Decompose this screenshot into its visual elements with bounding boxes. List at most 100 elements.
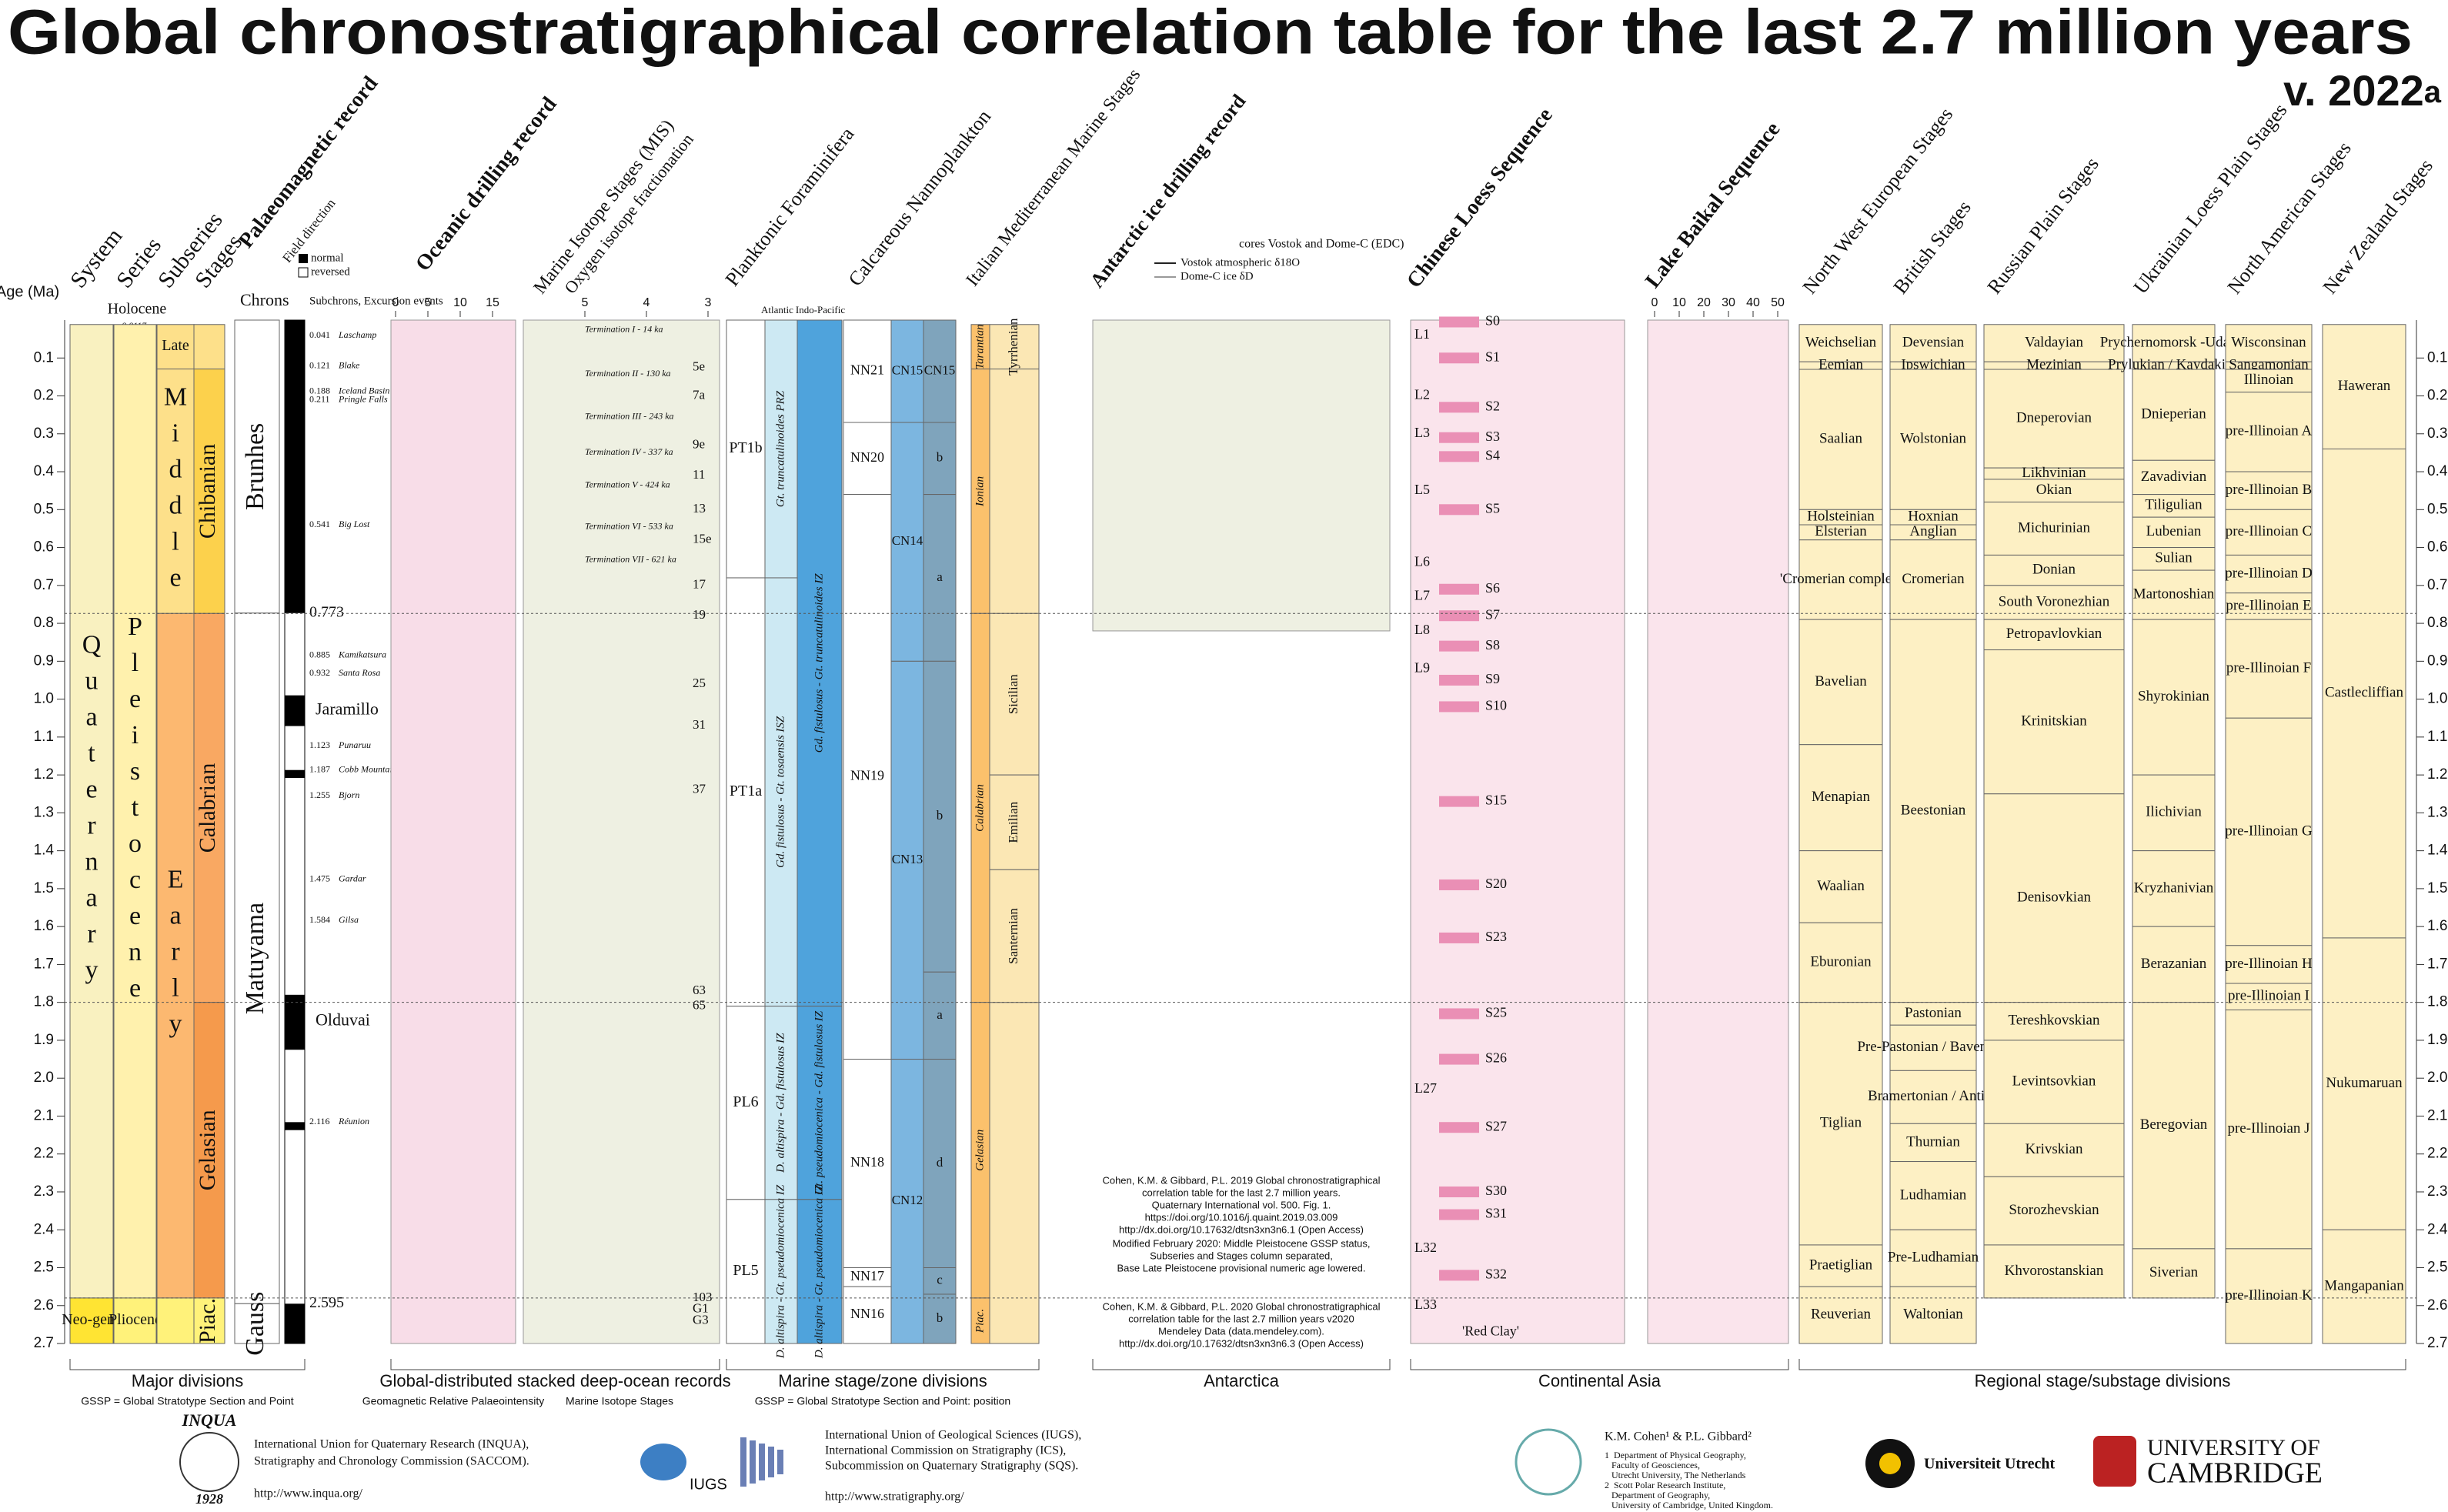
russian-stage (1983, 1123, 2125, 1177)
nw-europe-stage-label: Eemian (1818, 356, 1864, 372)
nanno-nn-label: NN16 (850, 1306, 884, 1321)
scale-tick-label: 3 (705, 296, 712, 309)
citation-line: Modified February 2020: Middle Pleistoce… (1112, 1237, 1370, 1249)
geomag-panel (390, 319, 516, 1344)
british-stage-label: Hoxnian (1908, 509, 1959, 525)
nw-europe-stage (1798, 324, 1883, 362)
scale-tick-label: 10 (1672, 296, 1686, 309)
chron-label: Gauss (241, 1292, 269, 1356)
stage-late (193, 324, 225, 370)
palaeosol-bar (1439, 932, 1479, 943)
scale-tick-label: 0 (1651, 296, 1658, 309)
palaeosol-bar (1439, 1053, 1479, 1065)
nw-europe-stage-label: Saalian (1819, 431, 1862, 447)
age-tick-label: 1.5 (34, 880, 54, 896)
age-tick-label-right: 0.3 (2427, 426, 2447, 442)
ukrainian-stage-label: Ilichivian (2146, 804, 2202, 820)
group-label: Regional stage/substage divisions (1975, 1371, 2231, 1390)
new-zealand-stage-label: Mangapanian (2324, 1277, 2404, 1293)
mis-label: 65 (693, 998, 706, 1013)
sub-header: Atlantic (761, 304, 793, 315)
palaeosol-bar (1439, 1122, 1479, 1133)
nw-europe-stage (1798, 922, 1883, 1003)
british-stage-label: Waltonian (1903, 1306, 1963, 1322)
termination: Termination III - 243 ka (585, 410, 674, 421)
subseries-pliocene (156, 1297, 195, 1344)
event-name: Iceland Basin (338, 385, 389, 396)
nanno-nn-label: NN17 (850, 1268, 884, 1283)
event-name: Laschamp (338, 329, 376, 340)
stage (193, 1297, 225, 1344)
italian-stage (970, 1297, 990, 1344)
russian-stage (1983, 1002, 2125, 1041)
age-tick-label-right: 0.5 (2427, 501, 2447, 517)
age-tick-label: 0.3 (34, 426, 54, 442)
red-clay: 'Red Clay' (1462, 1323, 1519, 1338)
new-zealand-stage (2322, 1229, 2406, 1344)
age-tick-label-right: 0.6 (2427, 539, 2447, 556)
subchron-name: Jaramillo (316, 699, 379, 718)
ukrainian-stage-label: Martonoshian (2133, 586, 2215, 602)
nanno-cn (890, 319, 924, 423)
ukrainian-stage-label: Dnieperian (2141, 406, 2206, 422)
group-bracket (726, 1359, 1040, 1370)
nw-europe-stage (1798, 539, 1883, 620)
ukrainian-stage-label: Sulian (2155, 550, 2193, 566)
age-tick-label-right: 0.4 (2427, 463, 2448, 479)
group-bracket (69, 1359, 306, 1370)
scale-tick-label: 4 (643, 296, 650, 309)
north-american-stage (2225, 619, 2313, 719)
subseries-label: Late (162, 337, 189, 354)
chron (234, 1303, 280, 1344)
event-age: 0.041 (309, 329, 330, 340)
nanno-cn (890, 422, 924, 662)
italian-substage (989, 774, 1040, 870)
italian-substage-label: Tyrrhenian (1006, 318, 1020, 375)
loess-label: L8 (1414, 622, 1430, 637)
age-tick-label: 1.0 (34, 691, 54, 707)
stage-label: Piac. (195, 1298, 220, 1343)
nanno-nn (843, 319, 892, 423)
normal-polarity (285, 994, 305, 1050)
subseries (156, 369, 195, 614)
citation-line: Cohen, K.M. & Gibbard, P.L. 2019 Global … (1102, 1174, 1380, 1186)
russian-stage-label: Donian (2032, 561, 2076, 577)
north-american-stage-label: pre-Illinoian F (2226, 660, 2311, 676)
mis-label: 17 (693, 577, 706, 592)
russian-stage-label: Likhvinian (2022, 465, 2086, 481)
ukrainian-stage (2132, 774, 2216, 852)
age-tick-label-right: 2.2 (2427, 1146, 2447, 1162)
citation-line: Subseries and Stages column separated, (1150, 1250, 1333, 1261)
age-tick-label-right: 1.3 (2427, 804, 2447, 820)
age-tick-label-right: 0.1 (2427, 349, 2447, 365)
age-tick-label-right: 0.8 (2427, 615, 2447, 631)
nanno-nn-label: NN19 (850, 768, 884, 783)
palaeosol-bar (1439, 402, 1479, 413)
palaeosol-bar (1439, 674, 1479, 686)
age-tick-label-right: 0.7 (2427, 577, 2447, 593)
british-stage (1889, 1070, 1977, 1124)
chron-boundary-label: 0.773 (309, 603, 344, 620)
italian-stage-label: Tarantian (974, 324, 986, 369)
mis-label: 15e (693, 532, 712, 546)
affiliation: Department of Geography, (1605, 1490, 1710, 1500)
ukrainian-stage-label: Berazanian (2141, 956, 2207, 972)
affiliation: University of Cambridge, United Kingdom. (1605, 1500, 1773, 1510)
foram-indopacific-label: D. altispira - Gt. pseudomiocenica IZ (813, 1184, 825, 1359)
north-american-stage-label: Illinoian (2244, 372, 2294, 388)
new-zealand-stage-label: Castlecliffian (2325, 685, 2404, 701)
scale-tick-label: 10 (453, 296, 467, 309)
palaeosol-label: S25 (1485, 1005, 1507, 1020)
event-age: 1.584 (309, 914, 330, 925)
antarctic-panel (1092, 319, 1391, 632)
age-tick-label: 2.7 (34, 1335, 54, 1351)
nw-europe-stage-label: Eburonian (1810, 953, 1872, 970)
italian-substage-label: Sicilian (1006, 674, 1020, 714)
age-tick-label-right: 1.1 (2427, 729, 2447, 745)
ukrainian-stage-label: Prylukian / Kaydakian (2108, 356, 2239, 372)
inqua-logo-text: INQUA (182, 1410, 237, 1430)
italian-substage (989, 324, 1040, 370)
sqs-logo-bar (759, 1444, 765, 1480)
palaeosol-bar (1439, 316, 1479, 328)
